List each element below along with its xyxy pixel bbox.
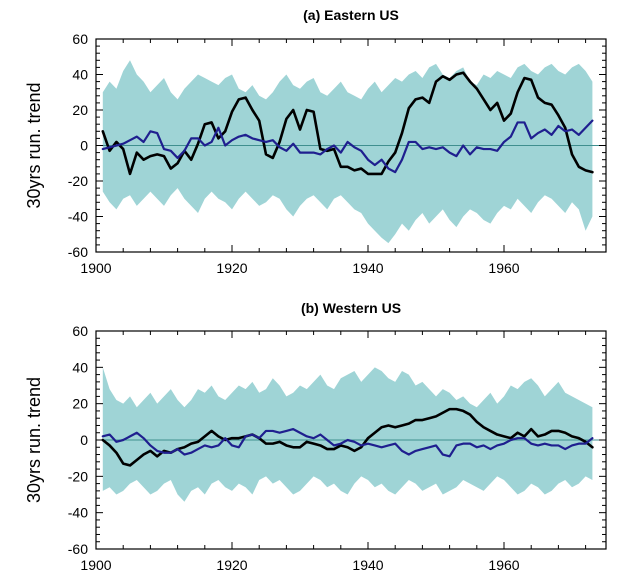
y-tick-label: 40	[72, 359, 88, 375]
panel-eastern-us: -60 -40 -20 0 20 40 60 1900 1920 1940 1960 (a) East…	[24, 7, 606, 276]
y-axis-label: 30yrs run. trend	[24, 377, 44, 503]
panel-western-us: -60 -40 -20 0 20 40 60 1900 1920 1940 1960 (b) West…	[24, 300, 606, 573]
x-tick-label: 1900	[80, 557, 111, 573]
x-tick-label: 1960	[488, 260, 519, 276]
chart-title: (a) Eastern US	[303, 7, 399, 23]
y-tick-label: 60	[72, 323, 88, 339]
y-tick-label: -20	[68, 468, 88, 484]
y-tick-label: 0	[80, 138, 88, 154]
chart-title: (b) Western US	[301, 300, 401, 316]
y-tick-label: 20	[72, 102, 88, 118]
y-tick-label: -40	[68, 209, 88, 225]
x-tick-label: 1920	[216, 260, 247, 276]
y-tick-label: -40	[68, 505, 88, 521]
y-tick-label: 60	[72, 31, 88, 47]
x-tick-label: 1920	[216, 557, 247, 573]
y-tick-label: -60	[68, 541, 88, 557]
y-tick-label: -20	[68, 173, 88, 189]
y-tick-label: 0	[80, 432, 88, 448]
x-tick-label: 1940	[352, 260, 383, 276]
x-tick-label: 1960	[488, 557, 519, 573]
x-tick-label: 1900	[80, 260, 111, 276]
y-tick-label: 40	[72, 67, 88, 83]
y-tick-label: -60	[68, 244, 88, 260]
y-axis-label: 30yrs run. trend	[24, 82, 44, 208]
y-tick-label: 20	[72, 396, 88, 412]
x-tick-label: 1940	[352, 557, 383, 573]
